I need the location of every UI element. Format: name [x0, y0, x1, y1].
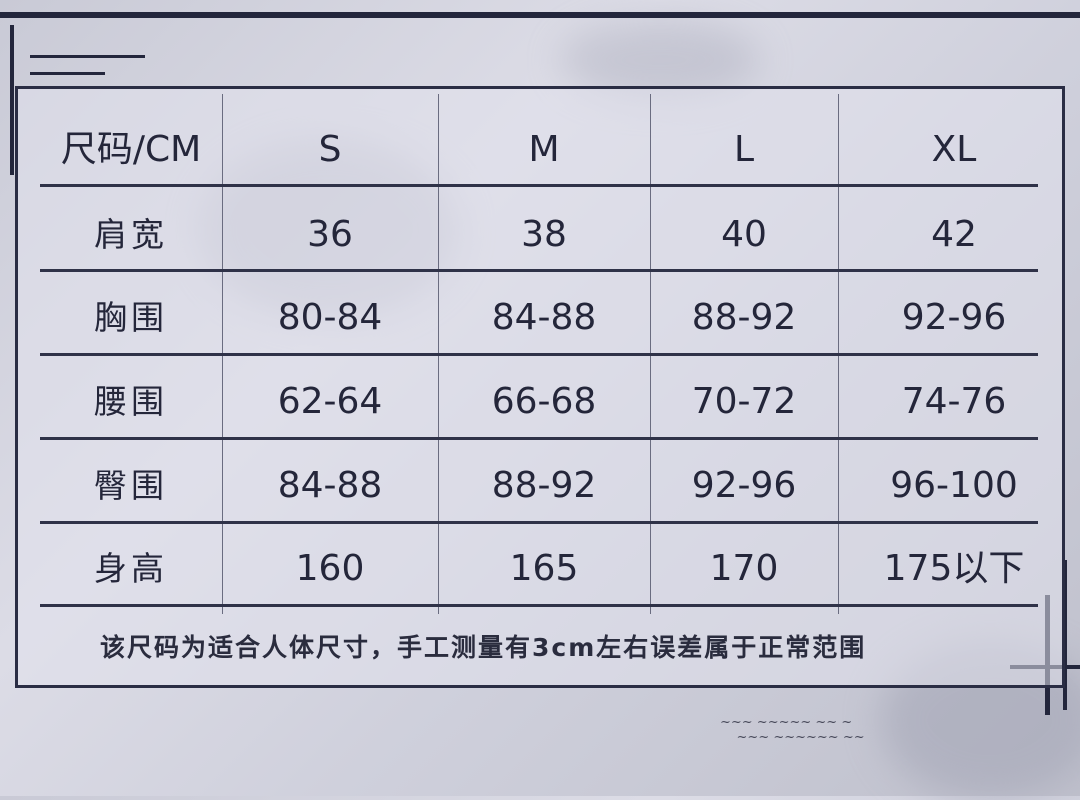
header-unit-label: 尺码/CM: [60, 129, 202, 170]
table-cell: 96-100: [890, 465, 1018, 506]
row-label: 腰围: [94, 382, 168, 421]
table-cell: 92-96: [691, 465, 797, 506]
table-cell: 170: [709, 548, 779, 589]
corner-ornament: [30, 72, 105, 75]
header-size: S: [318, 129, 342, 170]
corner-ornament: [30, 55, 145, 58]
row-label: 胸围: [94, 298, 168, 337]
table-cell: 70-72: [691, 381, 797, 422]
row-divider: [40, 269, 1038, 272]
table-cell: 92-96: [901, 297, 1007, 338]
table-cell: 165: [509, 548, 579, 589]
table-cell: 36: [307, 214, 353, 255]
header-size: L: [733, 129, 755, 170]
table-cell: 175以下: [883, 548, 1025, 589]
table-cell: 40: [721, 214, 767, 255]
table-cell: 74-76: [901, 381, 1007, 422]
table-cell: 62-64: [277, 381, 383, 422]
row-divider: [40, 604, 1038, 607]
header-size: M: [528, 129, 560, 170]
table-cell: 66-68: [491, 381, 597, 422]
table-cell: 38: [521, 214, 567, 255]
top-border: [0, 12, 1080, 18]
measurement-note: 该尺码为适合人体尺寸，手工测量有3cm左右误差属于正常范围: [100, 633, 867, 662]
script-watermark: ~~~ ~~~~~ ~~ ~ ~~~ ~~~~~~ ~~: [720, 715, 865, 745]
corner-ornament: [1063, 560, 1067, 710]
row-label: 肩宽: [94, 215, 168, 254]
table-cell: 84-88: [277, 465, 383, 506]
row-label: 臀围: [94, 466, 168, 505]
table-cell: 42: [931, 214, 977, 255]
row-divider: [40, 353, 1038, 356]
table-cell: 84-88: [491, 297, 597, 338]
row-divider: [40, 521, 1038, 524]
row-label: 身高: [94, 549, 168, 588]
table-cell: 160: [295, 548, 365, 589]
row-divider: [40, 437, 1038, 440]
table-cell: 80-84: [277, 297, 383, 338]
row-divider: [40, 184, 1038, 187]
table-cell: 88-92: [691, 297, 797, 338]
header-size: XL: [931, 129, 977, 170]
table-cell: 88-92: [491, 465, 597, 506]
corner-ornament: [10, 25, 14, 175]
